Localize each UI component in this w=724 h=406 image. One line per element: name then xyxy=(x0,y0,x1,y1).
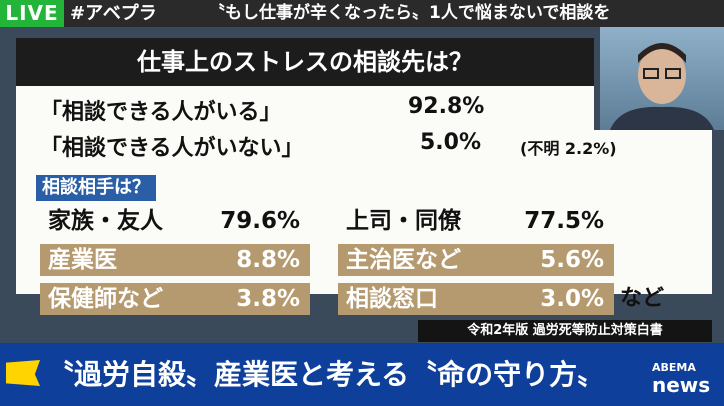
summary-label-1: 「相談できる人がいる」 xyxy=(40,100,282,125)
logo-bottom-text: news xyxy=(652,373,711,397)
caption-text: 〝過労自殺〟産業医と考える〝命の守り方〟 xyxy=(46,358,606,391)
caption-bar xyxy=(0,343,724,406)
table-row: 家族・友人 79.6% xyxy=(40,205,310,237)
row-value: 77.5% xyxy=(524,208,604,234)
ticker-text: 〝もし仕事が辛くなったら〟1人で悩まないで相談を xyxy=(208,3,611,23)
logo-top-text: ABEMA xyxy=(652,361,696,374)
flag-icon xyxy=(6,360,40,386)
row-label: 家族・友人 xyxy=(48,208,163,234)
table-row: 主治医など 5.6% xyxy=(338,244,614,276)
trailing-text: など xyxy=(620,286,665,311)
row-value: 79.6% xyxy=(220,208,300,234)
summary-value-2: 5.0% xyxy=(420,130,482,155)
row-label: 産業医 xyxy=(48,247,117,273)
board-title-band: 仕事上のストレスの相談先は？ xyxy=(16,38,594,86)
row-value: 3.0% xyxy=(540,286,604,312)
row-label: 相談窓口 xyxy=(346,286,438,312)
speaker-silhouette xyxy=(610,43,714,130)
table-row: 相談窓口 3.0% xyxy=(338,283,614,315)
source-label: 令和2年版 過労死等防止対策白書 xyxy=(418,320,712,342)
summary-note: (不明 2.2%) xyxy=(520,139,617,158)
sub-header: 相談相手は？ xyxy=(36,175,156,201)
summary-label-2: 「相談できる人がいない」 xyxy=(40,136,304,161)
table-row: 産業医 8.8% xyxy=(40,244,310,276)
live-badge: LIVE xyxy=(0,0,64,27)
abema-news-logo: ABEMA news xyxy=(652,362,718,398)
speaker-video xyxy=(600,27,724,130)
row-label: 主治医など xyxy=(346,247,461,273)
top-bar xyxy=(0,0,724,27)
row-value: 3.8% xyxy=(236,286,300,312)
row-label: 上司・同僚 xyxy=(346,208,461,234)
row-value: 5.6% xyxy=(540,247,604,273)
row-label: 保健師など xyxy=(48,286,163,312)
table-row: 保健師など 3.8% xyxy=(40,283,310,315)
summary-value-1: 92.8% xyxy=(408,94,485,119)
table-row: 上司・同僚 77.5% xyxy=(338,205,614,237)
row-value: 8.8% xyxy=(236,247,300,273)
board-title: 仕事上のストレスの相談先は？ xyxy=(137,48,473,76)
hashtag-label: #アベプラ xyxy=(70,3,157,24)
